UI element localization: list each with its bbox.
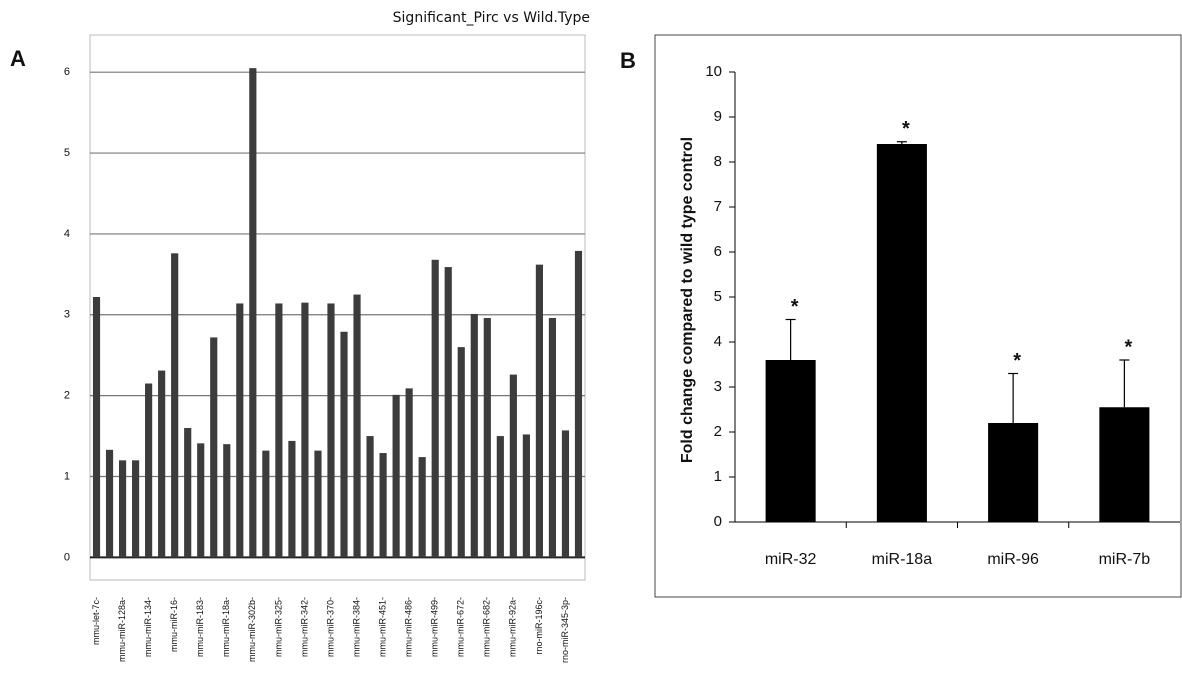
bar — [327, 303, 335, 558]
bar — [988, 423, 1039, 522]
x-tick-label: rno-miR-196c- — [534, 597, 544, 655]
x-tick-label: mmu-miR-302b- — [247, 597, 257, 662]
bar — [158, 370, 166, 558]
x-tick-label: miR-7b — [1099, 551, 1151, 568]
bar — [210, 337, 218, 558]
bar — [301, 302, 309, 558]
x-tick-label: rno-miR-345-3p- — [560, 597, 570, 663]
bar — [574, 250, 583, 558]
y-tick-label: 0 — [714, 513, 722, 530]
bar — [275, 303, 283, 558]
panel-letter: B — [620, 48, 636, 73]
x-tick-label: mmu-miR-499- — [430, 597, 440, 657]
y-tick-label: 1 — [714, 468, 722, 485]
y-tick-label: 0 — [64, 551, 70, 563]
bar — [132, 460, 140, 558]
x-tick-label: mmu-miR-16- — [169, 597, 179, 652]
annotation: * — [1124, 336, 1132, 358]
panel-frame — [654, 34, 1182, 598]
bar — [876, 144, 927, 522]
bar — [418, 457, 426, 558]
bar — [145, 383, 153, 558]
bar — [457, 347, 465, 558]
y-tick-label: 4 — [64, 228, 70, 240]
bar — [765, 360, 816, 522]
plot-frame — [89, 34, 586, 581]
x-tick-label: mmu-miR-18a- — [221, 597, 231, 657]
y-tick-label: 2 — [714, 423, 722, 440]
y-tick-label: 8 — [714, 153, 722, 170]
x-tick-label: mmu-miR-325- — [273, 597, 283, 657]
x-tick-label: miR-32 — [765, 551, 817, 568]
bar — [496, 436, 504, 558]
bar — [353, 294, 361, 558]
bar — [366, 436, 374, 558]
bar — [561, 430, 570, 558]
y-tick-label: 10 — [705, 63, 722, 80]
annotation: * — [791, 296, 799, 318]
y-axis-label: Fold change compared to wild type contro… — [679, 137, 696, 463]
y-tick-label: 3 — [64, 309, 70, 321]
bar — [171, 253, 179, 558]
bar — [92, 296, 101, 558]
bar — [236, 303, 244, 558]
y-tick-label: 7 — [714, 198, 722, 215]
bar — [379, 453, 387, 558]
y-tick-label: 2 — [64, 390, 70, 402]
bar — [548, 318, 557, 558]
x-tick-label: mmu-miR-384- — [351, 597, 361, 657]
annotation: * — [1013, 350, 1021, 372]
x-tick-label: mmu-miR-451- — [377, 597, 387, 657]
x-tick-label: mmu-miR-134- — [143, 597, 153, 657]
y-tick-label: 6 — [714, 243, 722, 260]
x-tick-label: mmu-miR-370- — [325, 597, 335, 657]
bar — [105, 449, 114, 558]
x-tick-label: mmu-let-7c- — [91, 597, 101, 645]
y-tick-label: 3 — [714, 378, 722, 395]
annotation: * — [902, 118, 910, 140]
y-tick-label: 6 — [64, 66, 70, 78]
bar — [340, 331, 348, 558]
x-tick-label: mmu-miR-183- — [195, 597, 205, 657]
x-tick-label: mmu-miR-486- — [404, 597, 414, 657]
bar — [197, 443, 205, 558]
x-tick-label: miR-18a — [872, 551, 933, 568]
x-tick-label: mmu-miR-128a- — [117, 597, 127, 662]
bar — [444, 267, 452, 558]
bar — [262, 450, 270, 558]
bar — [392, 394, 400, 558]
bar — [483, 318, 491, 558]
bar — [470, 313, 478, 558]
x-tick-label: mmu-miR-342- — [299, 597, 309, 657]
bar — [535, 264, 543, 558]
bar — [223, 444, 231, 558]
bar — [405, 388, 413, 558]
y-tick-label: 4 — [714, 333, 722, 350]
bar — [184, 427, 192, 558]
panel-letter: A — [10, 46, 26, 71]
bar — [1099, 407, 1150, 522]
bar — [249, 68, 257, 558]
chart-title: Significant_Pirc vs Wild.Type — [393, 10, 590, 26]
bar — [509, 374, 517, 558]
y-tick-label: 5 — [714, 288, 722, 305]
bar — [522, 434, 530, 558]
x-tick-label: mmu-miR-682- — [482, 597, 492, 657]
bar — [288, 440, 296, 558]
x-tick-label: mmu-miR-92a- — [508, 597, 518, 657]
x-tick-label: mmu-miR-672- — [456, 597, 466, 657]
y-tick-label: 9 — [714, 108, 722, 125]
bar — [314, 450, 322, 558]
x-tick-label: miR-96 — [987, 551, 1039, 568]
y-tick-label: 1 — [64, 470, 70, 482]
bar — [431, 259, 439, 558]
y-tick-label: 5 — [64, 147, 70, 159]
bar — [118, 460, 127, 558]
